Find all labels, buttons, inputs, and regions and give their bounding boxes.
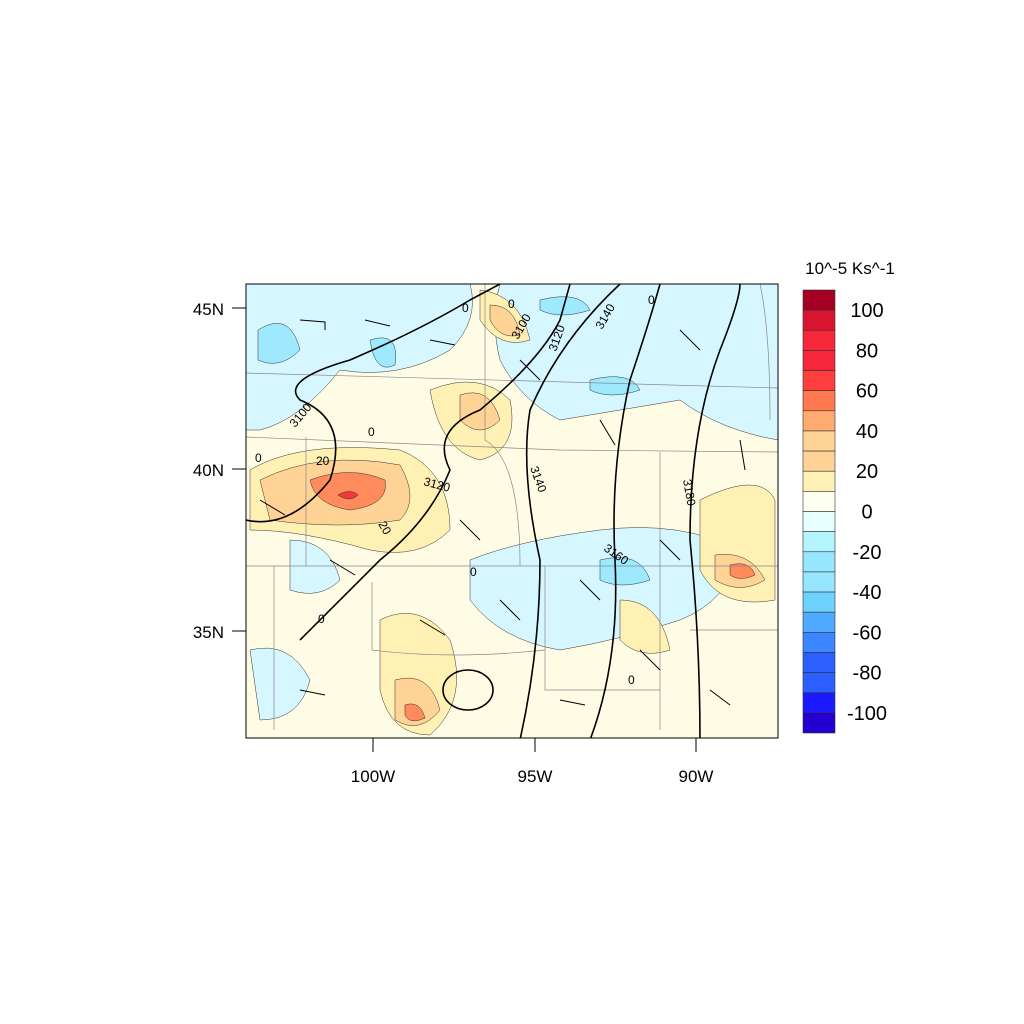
plot-frame	[245, 283, 779, 739]
colorbar-label: 40	[856, 421, 878, 443]
lat-tick-label: 35N	[193, 623, 224, 642]
colorbar-box	[802, 410, 836, 432]
colorbar-box	[802, 692, 836, 714]
lon-tick-label: 95W	[518, 767, 553, 786]
colorbar-label: -40	[853, 582, 882, 604]
contour-label: 0	[648, 293, 655, 307]
contour-label: 3120	[422, 474, 452, 495]
colorbar-box	[802, 430, 836, 452]
height-contours	[246, 284, 741, 738]
colorbar-box	[802, 329, 836, 351]
contour-label: 0	[628, 673, 635, 687]
contour-label: 3180	[680, 478, 698, 507]
colorbar-box	[802, 491, 836, 512]
colorbar-label: -100	[847, 703, 887, 725]
colorbar-box	[802, 511, 836, 532]
colorbar-label: 20	[856, 461, 878, 483]
colorbar-box	[802, 370, 836, 391]
colorbar-label: -20	[853, 542, 882, 564]
map-plot-area	[246, 284, 778, 738]
colorbar-label: 100	[850, 300, 883, 322]
contour-label: 0	[318, 612, 325, 626]
lat-tick-label: 45N	[193, 300, 224, 319]
lon-tick-label: 90W	[679, 767, 714, 786]
max-core	[337, 491, 359, 500]
contour-label: 20	[316, 454, 330, 468]
colorbar-box	[802, 712, 836, 734]
contour-label: 0	[508, 297, 515, 311]
colorbar-label: 60	[856, 381, 878, 403]
colorbar-box	[802, 551, 836, 573]
colorbar-box	[802, 531, 836, 553]
colorbar-label: -80	[853, 663, 882, 685]
colorbar-box	[802, 350, 836, 371]
colorbar-box	[802, 591, 836, 613]
colorbar-label: -60	[853, 622, 882, 644]
colorbar-box	[802, 632, 836, 653]
colorbar-box	[802, 450, 836, 472]
contour-label: 0	[470, 565, 477, 579]
colorbar-box	[802, 470, 836, 492]
lat-tick-label: 40N	[193, 461, 224, 480]
contour-label: 0	[255, 451, 262, 465]
colorbar-box	[802, 652, 836, 673]
colorbar-box	[802, 289, 836, 311]
axis-ticks	[232, 307, 697, 752]
contour-label: 20	[375, 519, 394, 538]
colorbar-box	[802, 390, 836, 412]
colorbar-label: 80	[856, 340, 878, 362]
colorbar-labels: 100 80 60 40 20 0 -20 -40 -60 -80 -100	[847, 300, 887, 725]
lon-tick-label: 100W	[351, 767, 395, 786]
colorbar-label: 0	[861, 502, 872, 524]
colorbar-title: 10^-5 Ks^-1	[805, 259, 895, 278]
contour-label: 0	[462, 301, 469, 315]
colorbar-box	[802, 611, 836, 633]
wind-barbs	[259, 319, 746, 706]
colorbar-box	[802, 571, 836, 593]
colorbar	[802, 289, 836, 734]
contour-label: 0	[368, 425, 375, 439]
colorbar-box	[802, 309, 836, 331]
state-boundaries	[246, 284, 778, 730]
colorbar-box	[802, 672, 836, 694]
